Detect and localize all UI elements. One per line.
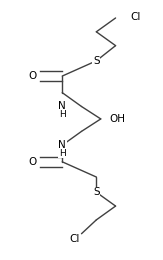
Text: Cl: Cl: [130, 12, 141, 22]
Text: H: H: [59, 110, 66, 119]
Text: Cl: Cl: [69, 234, 79, 244]
Text: N: N: [58, 101, 66, 112]
Text: O: O: [29, 71, 37, 81]
Text: H: H: [59, 149, 66, 158]
Text: O: O: [29, 157, 37, 167]
Text: S: S: [93, 187, 100, 197]
Text: N: N: [58, 140, 66, 150]
Text: OH: OH: [110, 114, 126, 124]
Text: S: S: [93, 56, 100, 66]
